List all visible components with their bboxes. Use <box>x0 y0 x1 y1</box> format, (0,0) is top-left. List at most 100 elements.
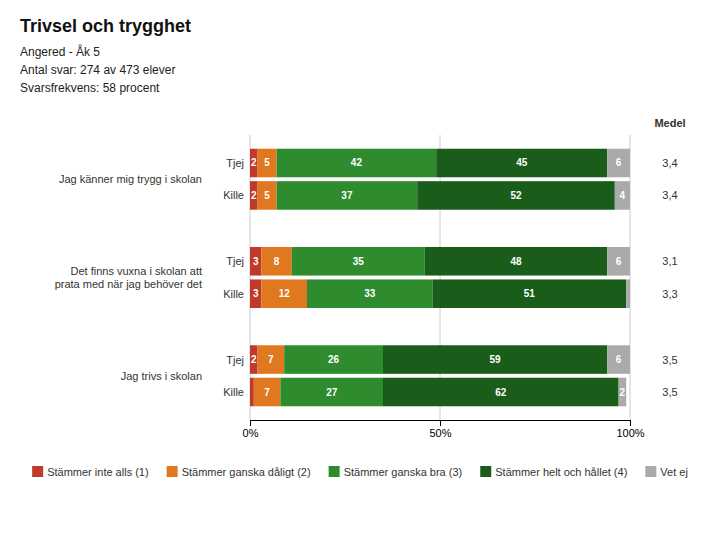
data-label: 2 <box>251 190 257 201</box>
bar <box>250 279 261 308</box>
data-label: 45 <box>516 157 528 168</box>
data-label: 3 <box>253 288 259 299</box>
data-label: 6 <box>616 256 622 267</box>
bar <box>292 247 425 276</box>
tick-mark <box>250 420 251 426</box>
legend: Stämmer inte alls (1) Stämmer ganska dåli… <box>32 466 688 478</box>
bar <box>383 345 607 374</box>
bar <box>250 247 261 276</box>
subtitle: Antal svar: 274 av 473 elever <box>20 63 175 77</box>
axis-line <box>251 421 631 427</box>
bar <box>250 181 258 210</box>
bar <box>615 181 630 210</box>
bar <box>619 378 627 407</box>
tick: 50% <box>429 420 451 439</box>
bar <box>417 181 615 210</box>
group-labels: Jag känner mig trygg i skolan Det finns v… <box>55 173 202 382</box>
series <box>383 149 626 407</box>
data-label: 26 <box>328 354 340 365</box>
legend-label: Stämmer inte alls (1) <box>47 466 148 478</box>
bar <box>250 345 258 374</box>
data-label: 62 <box>495 387 507 398</box>
bar <box>258 149 277 178</box>
chart: Trivsel och trygghet Angered - Åk 5 Antal … <box>0 0 720 540</box>
data-label: 35 <box>353 256 365 267</box>
data-label: 27 <box>326 387 338 398</box>
bar <box>258 181 277 210</box>
data-label: 2 <box>620 387 626 398</box>
grid-line <box>630 135 631 420</box>
tick-mark <box>630 420 631 426</box>
medel-value: 3,5 <box>662 354 677 366</box>
data-label: 2 <box>251 157 257 168</box>
tick-label: 50% <box>429 427 451 439</box>
legend-item: Stämmer helt och hållet (4) <box>480 466 627 478</box>
tick: 0% <box>243 420 259 439</box>
data-label: 8 <box>274 256 280 267</box>
subtitle: Angered - Åk 5 <box>20 44 100 59</box>
data-label: 42 <box>351 157 363 168</box>
data-label: 5 <box>264 157 270 168</box>
tick: 100% <box>616 420 644 439</box>
bar <box>250 378 254 407</box>
y-axis: TjejKilleTjejKilleTjejKille <box>223 157 244 398</box>
data-label: 37 <box>341 190 353 201</box>
medel-header: Medel <box>654 117 685 129</box>
bar <box>436 149 607 178</box>
medel: Medel3,43,43,13,33,53,5 <box>654 117 685 398</box>
grid-line <box>250 135 251 420</box>
legend-item: Stämmer ganska bra (3) <box>329 466 463 478</box>
data-label: 59 <box>490 354 502 365</box>
data-label: 51 <box>524 288 536 299</box>
bar <box>277 149 437 178</box>
legend-item: Vet ej <box>645 466 688 478</box>
bar <box>425 247 607 276</box>
legend-item: Stämmer ganska dåligt (2) <box>167 466 311 478</box>
data-label: 7 <box>264 387 270 398</box>
data-label: 4 <box>620 190 626 201</box>
data-label: 2 <box>251 354 257 365</box>
group-label: Jag trivs i skolan <box>121 370 202 382</box>
medel-value: 3,5 <box>662 386 677 398</box>
tick-label: Kille <box>223 189 244 201</box>
x-axis: 0% 50% 100% <box>243 420 645 439</box>
bar <box>383 378 619 407</box>
legend-label: Stämmer ganska dåligt (2) <box>182 466 311 478</box>
bar <box>432 279 626 308</box>
tick-label: 0% <box>243 427 259 439</box>
legend-swatch <box>167 466 178 477</box>
legend-label: Vet ej <box>660 466 688 478</box>
group-label: Det finns vuxna i skolan attprata med nä… <box>55 265 202 290</box>
data-label: 6 <box>616 354 622 365</box>
medel-value: 3,4 <box>662 157 677 169</box>
data-label: 5 <box>264 190 270 201</box>
bars <box>250 149 630 407</box>
title: Trivsel och trygghet <box>20 16 191 36</box>
legend-swatch <box>32 466 43 477</box>
bar <box>307 279 432 308</box>
bar <box>250 149 258 178</box>
data-label: 6 <box>616 157 622 168</box>
tick-label: Tjej <box>226 354 244 366</box>
group-label: Jag känner mig trygg i skolan <box>59 173 202 185</box>
grid <box>250 135 630 420</box>
data-labels: 2233255812774237353326274552485159626466… <box>251 157 626 397</box>
legend-swatch <box>329 466 340 477</box>
bar <box>607 345 630 374</box>
medel-value: 3,1 <box>662 255 677 267</box>
tick-label: Tjej <box>226 255 244 267</box>
bar <box>261 279 307 308</box>
legend-swatch <box>480 466 491 477</box>
bar <box>626 279 630 308</box>
bar <box>254 378 281 407</box>
data-label: 12 <box>279 288 291 299</box>
tick-mark <box>440 420 441 426</box>
bar <box>607 247 630 276</box>
data-label: 48 <box>510 256 522 267</box>
bar <box>284 345 383 374</box>
bar <box>261 247 291 276</box>
legend-label: Stämmer helt och hållet (4) <box>495 466 627 478</box>
data-label: 3 <box>253 256 259 267</box>
bar <box>258 345 285 374</box>
bar <box>607 149 630 178</box>
